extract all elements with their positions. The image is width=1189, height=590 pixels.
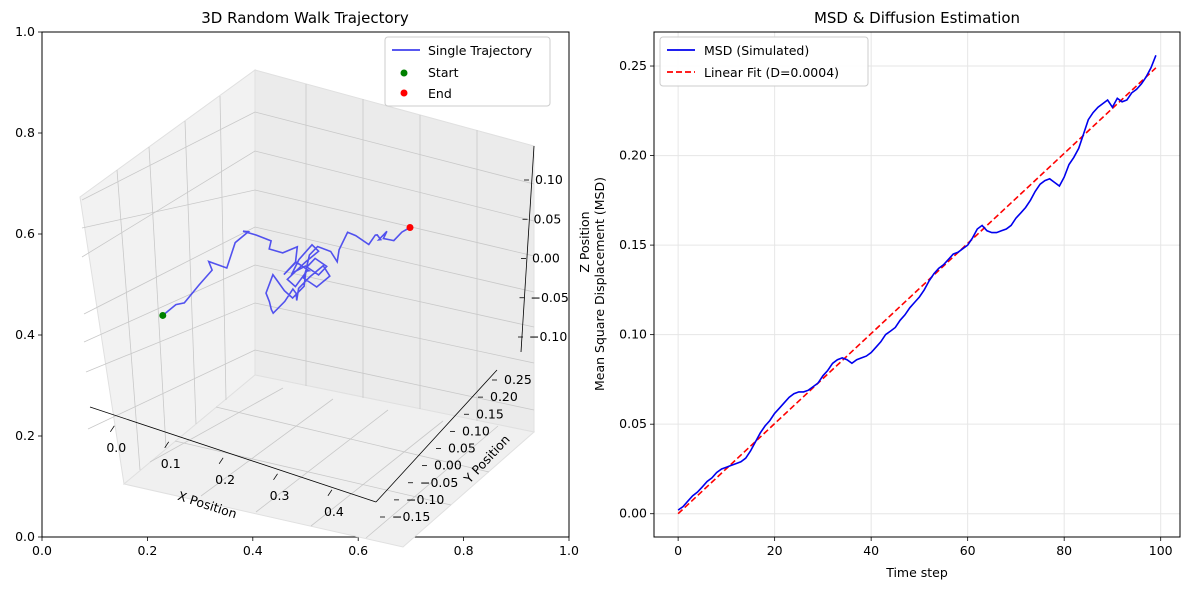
msd-simulated-line (677, 55, 1157, 511)
msd-y-tick-label: 0.10 (619, 327, 647, 342)
legend-3d-box (384, 36, 551, 107)
y3d-tick-label: −0.05 (420, 475, 458, 490)
y3d-tick-label: 0.05 (448, 441, 476, 456)
y3d-tick-label: 0.10 (462, 423, 490, 438)
chart-msd-panel: MSD & Diffusion Estimation 0 20 40 60 80 100 … (592, 9, 1181, 580)
x3d-tick-mark (164, 441, 170, 449)
outer-y-tick-label: 1.0 (15, 24, 35, 39)
y3d-tick-label: 0.20 (490, 389, 518, 404)
linear-fit-line (677, 67, 1157, 515)
outer-y-tick-label: 0.2 (15, 428, 35, 443)
y3d-tick-label: 0.00 (434, 458, 462, 473)
z3d-tick-label: −0.05 (531, 290, 569, 305)
msd-axes-frame (653, 31, 1181, 538)
chart-3d-title: 3D Random Walk Trajectory (201, 9, 409, 27)
msd-y-tick-label: 0.00 (619, 506, 647, 521)
legend-3d-end-swatch (400, 89, 408, 97)
msd-x-tick-label: 80 (1056, 543, 1072, 558)
y3d-ticks: −0.15 −0.10 −0.05 0.00 0.05 0.10 0.15 0.20 0.25 (380, 372, 532, 524)
z3d-tick-label: 0.10 (535, 172, 563, 187)
chart-3d-panel: 3D Random Walk Trajectory 0.0 0.2 0.4 0.6 0.… (15, 9, 592, 558)
outer-y-ticks: 0.0 0.2 0.4 0.6 0.8 1.0 (15, 24, 42, 544)
outer-x-tick-label: 0.0 (32, 543, 52, 558)
legend-msd-label-sim: MSD (Simulated) (704, 43, 809, 58)
legend-3d: Single Trajectory Start End (384, 36, 551, 107)
msd-y-axis-label: Mean Square Displacement (MSD) (592, 177, 607, 391)
x3d-tick-label: 0.1 (161, 456, 181, 471)
msd-x-tick-label: 60 (960, 543, 976, 558)
outer-y-tick-label: 0.0 (15, 529, 35, 544)
legend-msd: MSD (Simulated) Linear Fit (D=0.0004) (659, 36, 869, 87)
msd-x-axis-label: Time step (885, 565, 948, 580)
outer-y-tick-label: 0.4 (15, 327, 35, 342)
z3d-tick-label: −0.10 (529, 329, 567, 344)
trajectory-line (162, 226, 411, 317)
pane-floor (122, 374, 536, 548)
start-marker (159, 311, 167, 319)
z3d-tick-label: 0.00 (532, 251, 560, 266)
legend-3d-start-swatch (400, 69, 408, 77)
msd-y-tick-label: 0.25 (619, 58, 647, 73)
axis-3d-lines (89, 145, 535, 503)
msd-grid (654, 32, 1180, 537)
z3d-ticks: −0.10 −0.05 0.00 0.05 0.10 (518, 172, 569, 344)
x3d-tick-mark (273, 473, 278, 481)
chart-msd-title: MSD & Diffusion Estimation (814, 9, 1020, 27)
x3d-tick-mark (109, 425, 115, 433)
msd-x-tick-label: 100 (1149, 543, 1173, 558)
legend-3d-label-start: Start (428, 65, 459, 80)
x3d-tick-mark (327, 489, 333, 497)
z3d-axis-label: Z Position (577, 211, 592, 272)
legend-3d-label-trajectory: Single Trajectory (428, 43, 533, 58)
outer-axes-frame (41, 31, 570, 538)
msd-y-tick-label: 0.05 (619, 416, 647, 431)
msd-y-ticks: 0.00 0.05 0.10 0.15 0.20 0.25 (619, 58, 654, 521)
y3d-tick-label: −0.10 (406, 492, 444, 507)
outer-y-tick-label: 0.8 (15, 125, 35, 140)
x3d-tick-label: 0.4 (324, 504, 344, 519)
x3d-tick-label: 0.0 (106, 440, 126, 455)
msd-x-tick-label: 20 (767, 543, 783, 558)
outer-x-tick-label: 0.8 (454, 543, 474, 558)
outer-x-tick-label: 0.2 (137, 543, 157, 558)
msd-x-tick-label: 40 (863, 543, 879, 558)
legend-3d-label-end: End (428, 86, 452, 101)
y3d-tick-label: −0.15 (392, 509, 430, 524)
end-marker (406, 224, 414, 231)
outer-x-tick-label: 0.6 (348, 543, 368, 558)
y3d-tick-label: 0.15 (476, 406, 504, 421)
x3d-ticks: 0.0 0.1 0.2 0.3 0.4 (106, 425, 344, 519)
legend-msd-label-fit: Linear Fit (D=0.0004) (704, 65, 839, 80)
msd-x-tick-label: 0 (674, 543, 682, 558)
outer-y-tick-label: 0.6 (15, 226, 35, 241)
grid-3d (81, 84, 535, 539)
msd-x-ticks: 0 20 40 60 80 100 (674, 537, 1173, 558)
msd-y-tick-label: 0.15 (619, 237, 647, 252)
legend-msd-box (659, 36, 869, 87)
z3d-tick-label: 0.05 (534, 211, 562, 226)
outer-x-ticks: 0.0 0.2 0.4 0.6 0.8 1.0 (32, 537, 579, 558)
outer-x-tick-label: 0.4 (243, 543, 263, 558)
x3d-tick-label: 0.3 (270, 488, 290, 503)
outer-x-tick-label: 1.0 (559, 543, 579, 558)
x3d-tick-mark (218, 457, 224, 465)
x3d-tick-label: 0.2 (215, 472, 235, 487)
msd-y-tick-label: 0.20 (619, 148, 647, 163)
y3d-tick-label: 0.25 (504, 372, 532, 387)
